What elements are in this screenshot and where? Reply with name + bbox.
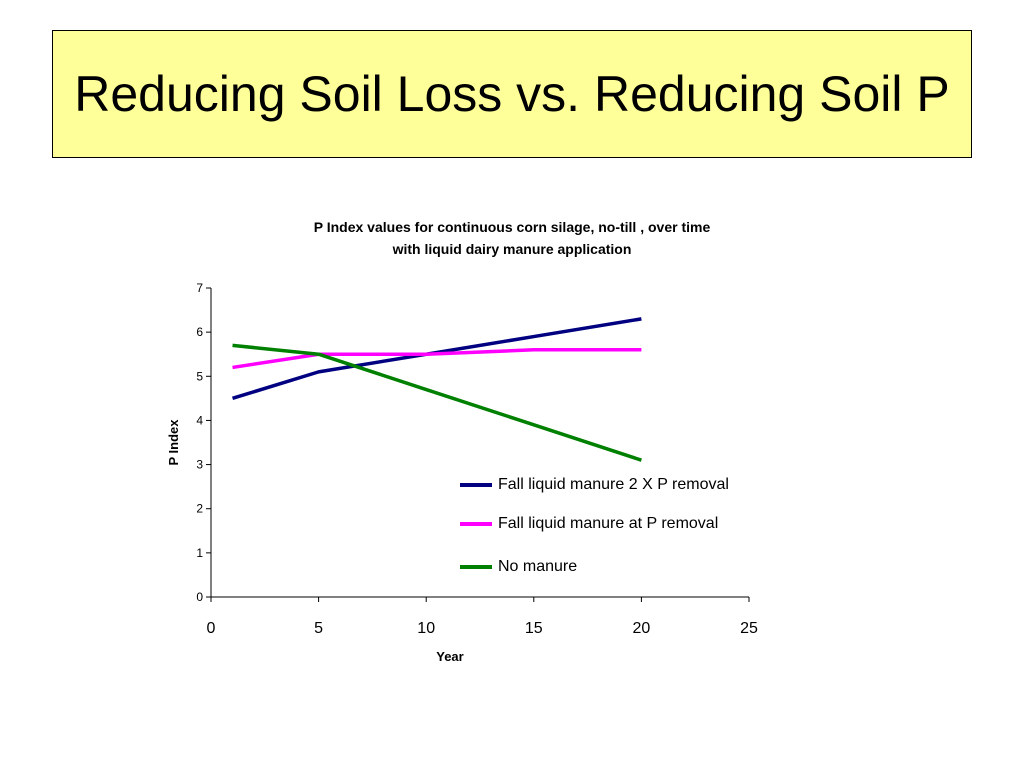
y-tick-label: 5 — [196, 369, 203, 383]
legend-item-2: Fall liquid manure at P removal — [460, 513, 718, 535]
chart-title: P Index values for continuous corn silag… — [212, 216, 812, 260]
y-tick-label: 1 — [196, 546, 203, 560]
legend-swatch — [460, 483, 492, 487]
series-line-2 — [232, 348, 642, 370]
y-axis-label: P Index — [166, 419, 181, 466]
y-tick-label: 6 — [196, 325, 203, 339]
legend-swatch — [460, 565, 492, 569]
slide-title-box: Reducing Soil Loss vs. Reducing Soil P — [52, 30, 972, 158]
slide-title: Reducing Soil Loss vs. Reducing Soil P — [74, 66, 950, 122]
legend-label: Fall liquid manure 2 X P removal — [498, 476, 729, 493]
legend-swatch — [460, 522, 492, 526]
x-tick-label: 15 — [525, 620, 543, 637]
legend-label: No manure — [498, 558, 578, 575]
y-tick-label: 7 — [196, 281, 203, 295]
x-tick-label: 5 — [314, 620, 323, 637]
legend-label: Fall liquid manure at P removal — [498, 515, 719, 532]
legend-item-1: Fall liquid manure 2 X P removal — [460, 474, 729, 496]
legend-item-3: No manure — [460, 556, 577, 578]
series-line-3 — [232, 343, 642, 462]
x-tick-label: 20 — [633, 620, 651, 637]
x-tick-label: 10 — [417, 620, 435, 637]
x-tick-label: 0 — [207, 620, 216, 637]
chart-title-line-1: P Index values for continuous corn silag… — [313, 219, 711, 235]
y-tick-label: 3 — [196, 458, 203, 472]
y-tick-label: 4 — [196, 413, 203, 427]
y-tick-label: 0 — [196, 590, 203, 604]
y-tick-label: 2 — [196, 502, 203, 516]
x-axis-label: Year — [436, 649, 463, 664]
chart-title-line-2: with liquid dairy manure application — [392, 241, 632, 257]
x-tick-label: 25 — [740, 620, 758, 637]
